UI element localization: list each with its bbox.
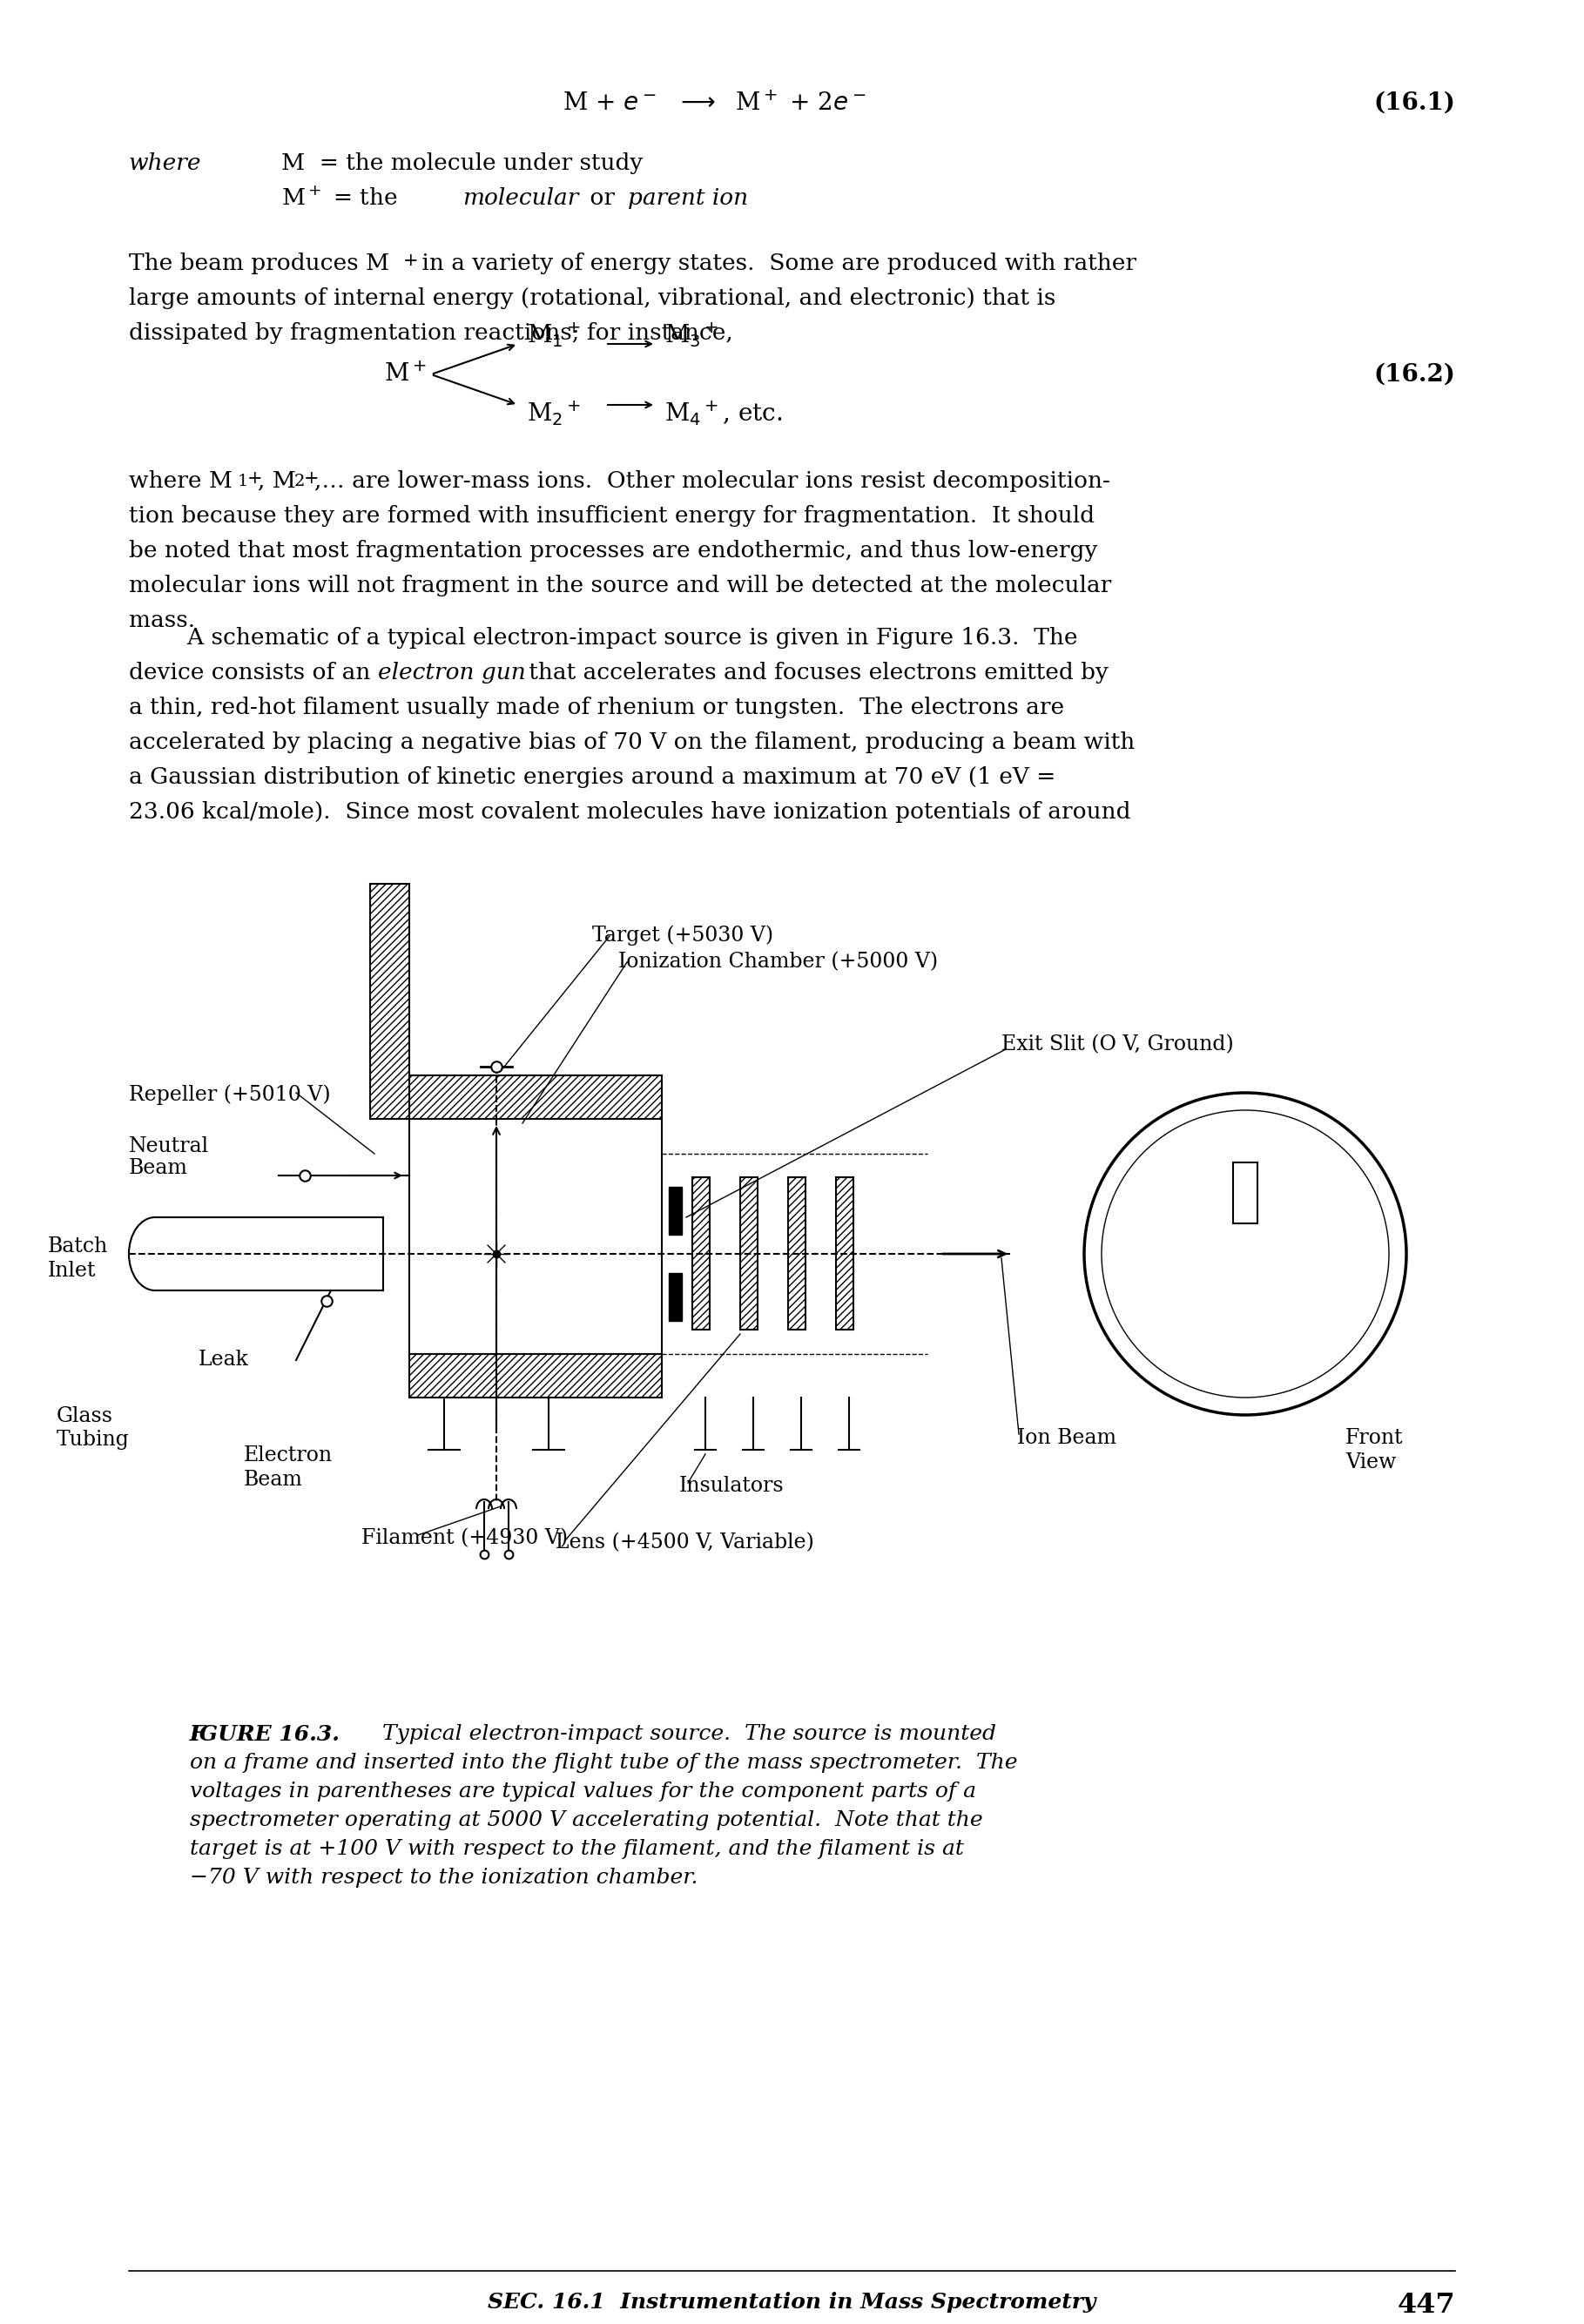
Bar xyxy=(789,1178,806,1329)
Text: in a variety of energy states.  Some are produced with rather: in a variety of energy states. Some are … xyxy=(415,253,1136,274)
Text: parent ion: parent ion xyxy=(627,188,748,209)
Text: Typical electron-impact source.  The source is mounted: Typical electron-impact source. The sour… xyxy=(369,1724,996,1743)
Text: M$^+$: M$^+$ xyxy=(385,363,426,386)
Text: Batch: Batch xyxy=(48,1236,108,1257)
Text: tion because they are formed with insufficient energy for fragmentation.  It sho: tion because they are formed with insuff… xyxy=(128,504,1095,528)
Text: Leak: Leak xyxy=(198,1350,249,1369)
Text: where M: where M xyxy=(128,469,233,493)
Text: Glass: Glass xyxy=(57,1406,112,1427)
Text: voltages in parentheses are typical values for the component parts of a: voltages in parentheses are typical valu… xyxy=(190,1783,976,1801)
Text: −70 V with respect to the ionization chamber.: −70 V with respect to the ionization cha… xyxy=(190,1868,699,1887)
Text: +: + xyxy=(304,469,320,486)
Bar xyxy=(692,1178,710,1329)
Text: mass.: mass. xyxy=(128,609,195,632)
Text: accelerated by placing a negative bias of 70 V on the filament, producing a beam: accelerated by placing a negative bias o… xyxy=(128,732,1134,753)
Text: device consists of an: device consists of an xyxy=(128,662,377,683)
Text: M  = the molecule under study: M = the molecule under study xyxy=(282,153,643,174)
Text: +: + xyxy=(247,469,263,486)
Text: F: F xyxy=(190,1724,206,1745)
Text: Lens (+4500 V, Variable): Lens (+4500 V, Variable) xyxy=(556,1532,814,1552)
Text: target is at +100 V with respect to the filament, and the filament is at: target is at +100 V with respect to the … xyxy=(190,1838,965,1859)
Text: or: or xyxy=(583,188,623,209)
Text: M + $e^-$  $\longrightarrow$  M$^+$ + 2$e^-$: M + $e^-$ $\longrightarrow$ M$^+$ + 2$e^… xyxy=(562,91,866,116)
Text: Ionization Chamber (+5000 V): Ionization Chamber (+5000 V) xyxy=(618,953,938,971)
Text: large amounts of internal energy (rotational, vibrational, and electronic) that : large amounts of internal energy (rotati… xyxy=(128,288,1057,309)
Bar xyxy=(836,1178,854,1329)
Text: 1: 1 xyxy=(238,474,249,490)
Text: Electron: Electron xyxy=(244,1446,333,1466)
Text: , M: , M xyxy=(258,469,296,493)
Text: Beam: Beam xyxy=(128,1157,188,1178)
Text: Neutral: Neutral xyxy=(128,1136,209,1157)
Text: a thin, red-hot filament usually made of rhenium or tungsten.  The electrons are: a thin, red-hot filament usually made of… xyxy=(128,697,1064,718)
Text: (16.1): (16.1) xyxy=(1373,91,1456,114)
Text: M$_2$$^+$: M$_2$$^+$ xyxy=(527,400,581,428)
Text: 23.06 kcal/mole).  Since most covalent molecules have ionization potentials of a: 23.06 kcal/mole). Since most covalent mo… xyxy=(128,802,1131,823)
Text: Ion Beam: Ion Beam xyxy=(1017,1427,1117,1448)
Text: a Gaussian distribution of kinetic energies around a maximum at 70 eV (1 eV =: a Gaussian distribution of kinetic energ… xyxy=(128,767,1055,788)
Text: +: + xyxy=(404,253,418,270)
Text: molecular ions will not fragment in the source and will be detected at the molec: molecular ions will not fragment in the … xyxy=(128,574,1112,597)
Text: molecular: molecular xyxy=(463,188,578,209)
Text: Tubing: Tubing xyxy=(57,1429,130,1450)
Text: IGURE 16.3.: IGURE 16.3. xyxy=(190,1724,341,1745)
Bar xyxy=(371,883,409,1118)
Text: A schematic of a typical electron-impact source is given in Figure 16.3.  The: A schematic of a typical electron-impact… xyxy=(128,627,1077,648)
Text: Inlet: Inlet xyxy=(48,1262,97,1281)
Text: where: where xyxy=(128,153,201,174)
Text: Repeller (+5010 V): Repeller (+5010 V) xyxy=(128,1083,331,1104)
Text: Exit Slit (O V, Ground): Exit Slit (O V, Ground) xyxy=(1001,1034,1234,1055)
Text: spectrometer operating at 5000 V accelerating potential.  Note that the: spectrometer operating at 5000 V acceler… xyxy=(190,1810,982,1831)
Bar xyxy=(668,1274,681,1320)
Text: View: View xyxy=(1345,1452,1396,1473)
Text: Insulators: Insulators xyxy=(680,1476,784,1497)
Bar xyxy=(409,1076,662,1118)
Text: ,… are lower-mass ions.  Other molecular ions resist decomposition-: ,… are lower-mass ions. Other molecular … xyxy=(314,469,1110,493)
Text: electron gun: electron gun xyxy=(379,662,526,683)
Text: M$_4$$^+$, etc.: M$_4$$^+$, etc. xyxy=(664,400,782,428)
Bar xyxy=(668,1188,681,1234)
Text: Filament (+4930 V): Filament (+4930 V) xyxy=(361,1529,569,1548)
Bar xyxy=(740,1178,757,1329)
Text: Front: Front xyxy=(1345,1427,1403,1448)
Text: M$_1$$^+$: M$_1$$^+$ xyxy=(527,321,581,349)
Text: 2: 2 xyxy=(295,474,306,490)
Text: Target (+5030 V): Target (+5030 V) xyxy=(592,925,773,946)
Text: that accelerates and focuses electrons emitted by: that accelerates and focuses electrons e… xyxy=(521,662,1109,683)
Text: (16.2): (16.2) xyxy=(1373,363,1456,386)
Text: SEC. 16.1  Instrumentation in Mass Spectrometry: SEC. 16.1 Instrumentation in Mass Spectr… xyxy=(488,2291,1096,2312)
Text: The beam produces M: The beam produces M xyxy=(128,253,390,274)
Text: be noted that most fragmentation processes are endothermic, and thus low-energy: be noted that most fragmentation process… xyxy=(128,539,1098,562)
Text: dissipated by fragmentation reactions; for instance,: dissipated by fragmentation reactions; f… xyxy=(128,323,733,344)
Bar xyxy=(1232,1162,1258,1222)
Text: M$_3$$^+$: M$_3$$^+$ xyxy=(664,321,719,349)
Text: 447: 447 xyxy=(1397,2291,1456,2319)
Bar xyxy=(409,1355,662,1397)
Text: Beam: Beam xyxy=(244,1469,303,1490)
Text: on a frame and inserted into the flight tube of the mass spectrometer.  The: on a frame and inserted into the flight … xyxy=(190,1752,1017,1773)
Text: M$^+$ = the: M$^+$ = the xyxy=(282,188,399,209)
